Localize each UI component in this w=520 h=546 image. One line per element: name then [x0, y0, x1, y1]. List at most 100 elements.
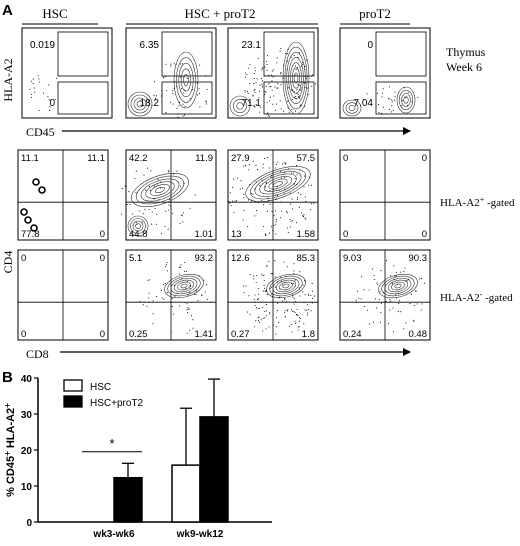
event-dot — [381, 92, 384, 94]
event-dot — [311, 85, 313, 87]
event-dot — [189, 285, 191, 287]
event-dot — [132, 213, 134, 215]
event-dot — [171, 90, 173, 92]
event-dot — [273, 224, 275, 226]
quadrant-value-ll: 77.8 — [21, 229, 40, 240]
event-dot — [121, 213, 123, 215]
event-dot — [407, 91, 409, 93]
contour — [282, 283, 290, 289]
event-dot — [252, 193, 254, 195]
gate-value-lower: 7.04 — [354, 98, 374, 109]
contour — [378, 273, 418, 299]
contour — [254, 171, 302, 197]
event-dot — [252, 95, 254, 97]
event-dot — [187, 312, 189, 314]
contour — [288, 57, 304, 99]
quadrant-value-lr: 0 — [100, 229, 105, 240]
event-dot — [261, 86, 263, 88]
event-dot — [278, 189, 280, 191]
event-dot — [392, 331, 395, 333]
event-dot — [148, 185, 151, 187]
event-dot — [299, 169, 301, 171]
event-dot — [294, 311, 296, 314]
event-dot — [269, 86, 271, 88]
event-dot — [270, 226, 273, 228]
event-dot — [274, 260, 276, 262]
contour — [263, 176, 293, 192]
event-dot — [279, 50, 281, 52]
event-dot — [266, 64, 268, 66]
event-dot — [271, 70, 273, 72]
event-dot — [229, 202, 231, 204]
event-dot — [180, 88, 183, 90]
event-dot — [29, 88, 31, 90]
event-dot — [393, 265, 395, 267]
event-dot — [397, 311, 399, 313]
event-dot — [286, 310, 289, 312]
event-dot — [156, 183, 158, 185]
event-dot — [296, 199, 299, 201]
event-dot — [124, 185, 126, 187]
event-dot — [290, 323, 292, 326]
event-dot — [253, 278, 255, 280]
event-dot — [274, 276, 276, 278]
event-dot — [198, 275, 200, 277]
event-dot — [257, 297, 259, 300]
event-dot — [303, 186, 305, 188]
event-dot — [189, 98, 191, 100]
event-dot — [176, 292, 178, 294]
event-dot — [289, 192, 291, 194]
event-dot — [259, 185, 261, 187]
event-dot — [311, 302, 313, 304]
event-dot — [304, 68, 306, 70]
event-dot — [303, 323, 305, 325]
event-dot — [415, 290, 417, 292]
event-dot — [288, 168, 290, 170]
event-dot — [254, 70, 256, 72]
event-dot — [181, 215, 183, 217]
contour — [250, 168, 306, 200]
contour — [348, 105, 356, 112]
event-dot — [268, 199, 270, 201]
event-dot — [249, 313, 251, 315]
event-dot — [302, 291, 304, 293]
event-dot — [183, 92, 185, 94]
event-dot — [283, 261, 285, 263]
event-dot — [296, 67, 299, 69]
quadrant-value-ul: 5.1 — [129, 253, 142, 264]
event-dot — [395, 275, 397, 277]
event-cluster — [24, 216, 32, 224]
event-dot — [371, 268, 373, 270]
quadrant-value-ul: 11.1 — [21, 153, 39, 164]
contour — [268, 178, 288, 190]
gate-upper — [161, 31, 213, 77]
contour — [135, 223, 141, 229]
event-dot — [283, 298, 286, 300]
event-dot — [285, 275, 287, 277]
event-dot — [47, 95, 49, 98]
event-dot — [296, 88, 298, 90]
bar — [171, 464, 201, 523]
event-dot — [310, 203, 312, 205]
legend-swatch — [63, 395, 83, 408]
event-dot — [144, 208, 146, 210]
event-dot — [160, 289, 162, 291]
event-dot — [291, 89, 293, 91]
event-dot — [171, 306, 173, 308]
contour — [290, 62, 302, 94]
event-dot — [252, 160, 254, 162]
event-dot — [298, 52, 301, 54]
event-dot — [138, 210, 140, 212]
event-cluster — [32, 178, 40, 186]
event-dot — [38, 109, 40, 111]
event-dot — [166, 90, 168, 92]
event-dot — [313, 202, 315, 204]
event-dot — [198, 93, 200, 95]
event-dot — [292, 294, 294, 296]
event-dot — [253, 298, 255, 300]
event-dot — [308, 93, 310, 96]
event-dot — [297, 83, 299, 86]
event-dot — [302, 284, 304, 286]
contour — [177, 281, 191, 291]
event-dot — [259, 111, 261, 113]
